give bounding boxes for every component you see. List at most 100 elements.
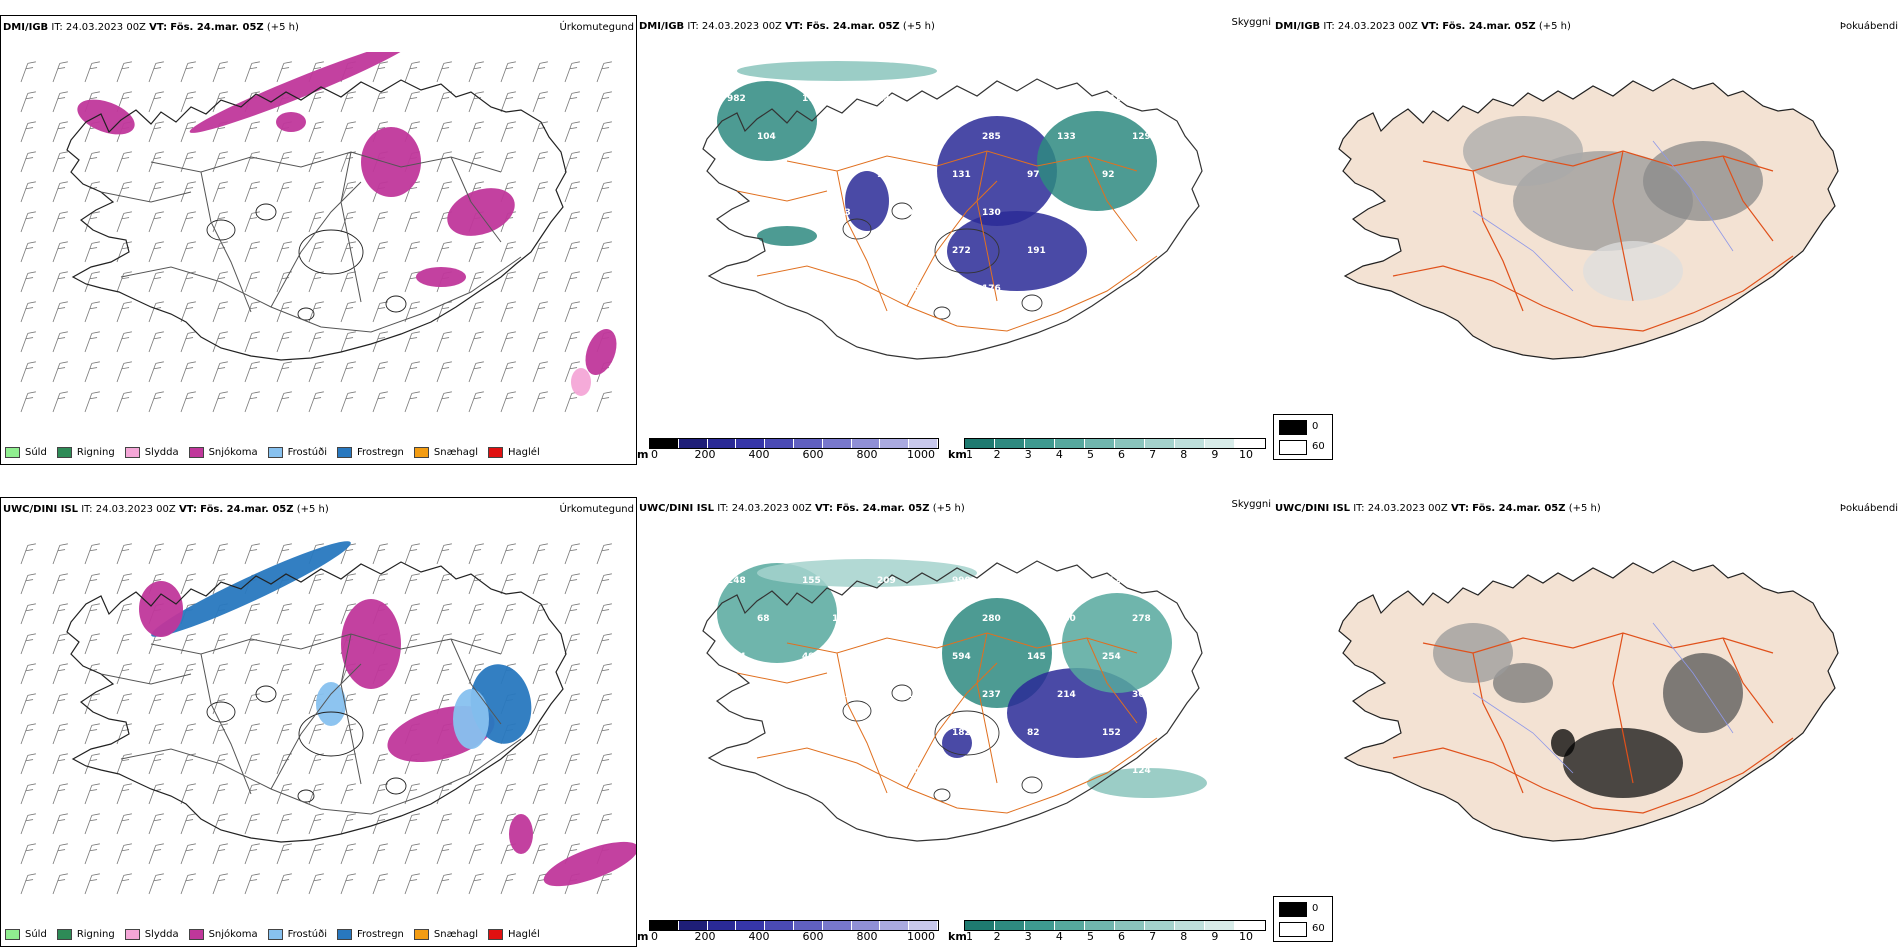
visibility-value-label: 124 [1132,766,1151,776]
fog-map-bottom [1338,560,1839,842]
legend-swatch [267,447,283,458]
legend-item-slydda: Slydda [124,447,179,458]
visibility-value-label: 214 [1057,690,1076,700]
legend-swatch [188,447,204,458]
visibility-value-label: 237 [982,690,1001,700]
legend-swatch [413,929,429,940]
precip-map-bottom [20,541,636,895]
visibility-value-label: 176 [982,284,1001,294]
visibility-value-label: 152 [1102,728,1121,738]
colorbar-segment [909,439,938,448]
legend-swatch [488,929,504,940]
colorbar-km [964,438,1266,449]
m-unit: m [637,930,649,943]
visibility-value-label: 131 [952,170,971,180]
fog-map-top [1338,78,1839,360]
colorbar-tick: 10 [1239,448,1253,461]
colorbar-segment [909,921,938,930]
visibility-value-label: 97 [802,170,815,180]
colorbar-m [649,920,939,931]
visibility-value-label: 462 [1057,766,1076,776]
colorbar-segment [1235,921,1265,930]
fog-swatch-0 [1279,902,1307,917]
panel-name: Úrkomutegund [559,22,634,33]
visibility-value-label: 109 [832,614,851,624]
legend-item-rigning: Rigning [56,929,115,940]
visibility-value-label: 198 [757,208,776,218]
colorbar-segment [995,439,1025,448]
visibility-value-label: 280 [982,614,1001,624]
colorbar-segment [707,439,737,448]
colorbar-segment [736,921,766,930]
colorbar-tick: 7 [1149,930,1157,943]
fog-label-0: 0 [1312,903,1319,914]
precip-type-panel-top: DMI/IGB IT: 24.03.2023 00Z VT: Fös. 24.m… [0,15,637,465]
legend-label: Snjókoma [208,447,258,458]
visibility-value-label: 98 [877,170,890,180]
visibility-value-label: 292 [877,652,896,662]
visibility-value-label: 844 [1027,576,1046,586]
m-unit: m [637,448,649,461]
visibility-value-label: 92 [1102,170,1115,180]
visibility-value-label: 367 [1132,690,1151,700]
colorbar-segment [822,921,852,930]
colorbar-tick: 10 [1239,930,1253,943]
colorbar-segment [1205,439,1235,448]
colorbar-tick: 1000 [907,930,935,943]
fog-swatch-60 [1279,440,1307,455]
colorbar-segment [707,921,737,930]
colorbar-tick: 1 [966,448,973,461]
panel-name: Skyggni [1231,499,1271,510]
colorbar-tick: 400 [748,930,770,943]
panel-title: UWC/DINI ISL IT: 24.03.2023 00Z VT: Fös.… [1275,503,1601,514]
colorbar-tick: 1000 [907,448,935,461]
colorbar-tick: 7 [1149,448,1157,461]
visibility-value-label: 278 [1132,614,1151,624]
visibility-value-label: 145 [1027,652,1046,662]
colorbar-segment [1175,921,1205,930]
colorbar-tick: 9 [1211,448,1219,461]
visibility-value-label: 182 [952,728,971,738]
visibility-value-label: 982 [727,94,746,104]
visibility-value-label: 248 [727,576,746,586]
panel-name: Þokuábendi [1839,503,1898,514]
colorbar-segment [736,439,766,448]
visibility-panel-top: DMI/IGB IT: 24.03.2023 00Z VT: Fös. 24.m… [637,15,1273,465]
visibility-value-label: 209 [877,576,896,586]
colorbar-tick: 2 [993,930,1001,943]
legend-item-frostúði: Frostúði [267,447,327,458]
colorbar-tick: 0 [651,448,658,461]
visibility-value-label: 252 [832,284,851,294]
colorbar-segment [1055,921,1085,930]
visibility-panel-bottom: UWC/DINI ISL IT: 24.03.2023 00Z VT: Fös.… [637,497,1273,947]
colorbar-tick: 9 [1211,930,1219,943]
legend-label: Haglél [508,447,540,458]
visibility-value-label: 990 [952,576,971,586]
visibility-value-label: 68 [757,614,770,624]
visibility-value-label: 187 [802,246,821,256]
legend-item-haglél: Haglél [488,929,540,940]
colorbar-segment [851,921,881,930]
colorbar-segment [650,439,679,448]
legend-label: Snæhagl [433,929,479,940]
precip-legend: Súld Rigning Slydda Snjókoma Frostúði Frostre… [5,929,540,940]
visibility-value-label: 168 [877,246,896,256]
legend-swatch [56,929,72,940]
legend-swatch [5,929,20,940]
visibility-m-colorbar-bottom: m 0 200 400 600 800 1000 [637,920,942,950]
legend-label: Súld [25,929,47,940]
colorbar-segment [793,439,823,448]
visibility-value-label: 169 [907,690,926,700]
visibility-value-label: 182 [832,766,851,776]
colorbar-tick: 800 [856,930,878,943]
fog-legend-bottom: 0 60 [1273,896,1333,942]
colorbar-tick: 0 [651,930,658,943]
legend-label: Súld [25,447,47,458]
colorbar-tick: 4 [1055,448,1063,461]
colorbar-tick: 400 [748,448,770,461]
legend-label: Haglél [508,929,540,940]
colorbar-segment [880,439,910,448]
fog-swatch-60 [1279,922,1307,937]
colorbar-tick: 600 [802,448,824,461]
colorbar-segment [1175,439,1205,448]
